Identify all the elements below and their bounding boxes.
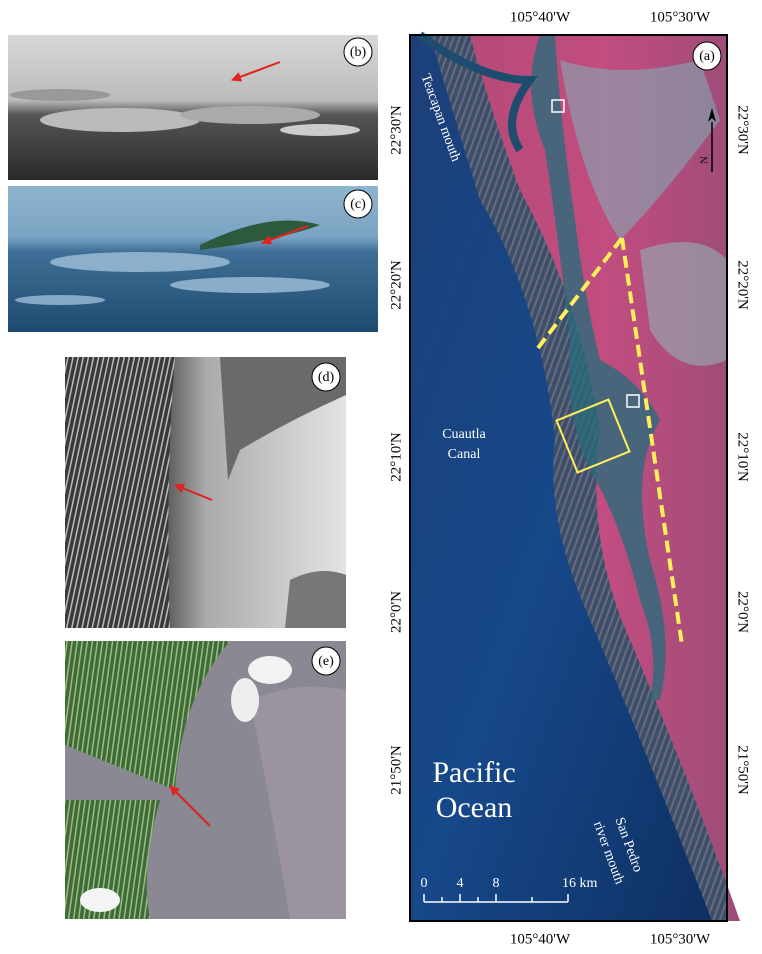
figure: (b) (c) (d) (e) (a) N Teacapan mouth Cua… <box>0 0 762 954</box>
lat-label: 22°30'N <box>388 105 404 155</box>
place-label: Pacific <box>432 756 515 789</box>
map: (a) N Teacapan mouth Cuautla Canal Pacif… <box>410 35 740 921</box>
scale-label: 8 <box>493 876 500 891</box>
lat-label: 22°10'N <box>735 432 751 482</box>
place-label: Cuautla <box>442 427 486 442</box>
scale-label: 4 <box>457 876 464 891</box>
north-label: N <box>699 156 710 163</box>
panel-label: (d) <box>318 370 335 385</box>
panel-label: (a) <box>699 49 715 64</box>
lat-label: 22°20'N <box>388 260 404 310</box>
photo-c: (c) <box>8 186 378 332</box>
photo-d: (d) <box>65 357 346 628</box>
panel-label: (c) <box>350 197 366 212</box>
place-label: Ocean <box>436 791 513 824</box>
lon-label: 105°40'W <box>510 931 571 947</box>
lat-label: 22°20'N <box>735 260 751 310</box>
lat-label: 21°50'N <box>735 745 751 795</box>
lon-label: 105°40'W <box>510 9 571 25</box>
lat-label: 22°0'N <box>388 591 404 633</box>
lon-label: 105°30'W <box>650 931 711 947</box>
panel-label: (e) <box>318 654 334 669</box>
scale-label: 0 <box>421 876 428 891</box>
lat-label: 22°30'N <box>735 105 751 155</box>
lat-label: 22°0'N <box>735 591 751 633</box>
scale-label: 16 km <box>562 876 598 891</box>
photo-e: (e) <box>65 641 346 919</box>
place-label: Canal <box>448 447 481 462</box>
lat-label: 22°10'N <box>388 432 404 482</box>
panel-label: (b) <box>350 45 367 60</box>
lat-label: 21°50'N <box>388 745 404 795</box>
lon-label: 105°30'W <box>650 9 711 25</box>
photo-b: (b) <box>8 35 378 180</box>
